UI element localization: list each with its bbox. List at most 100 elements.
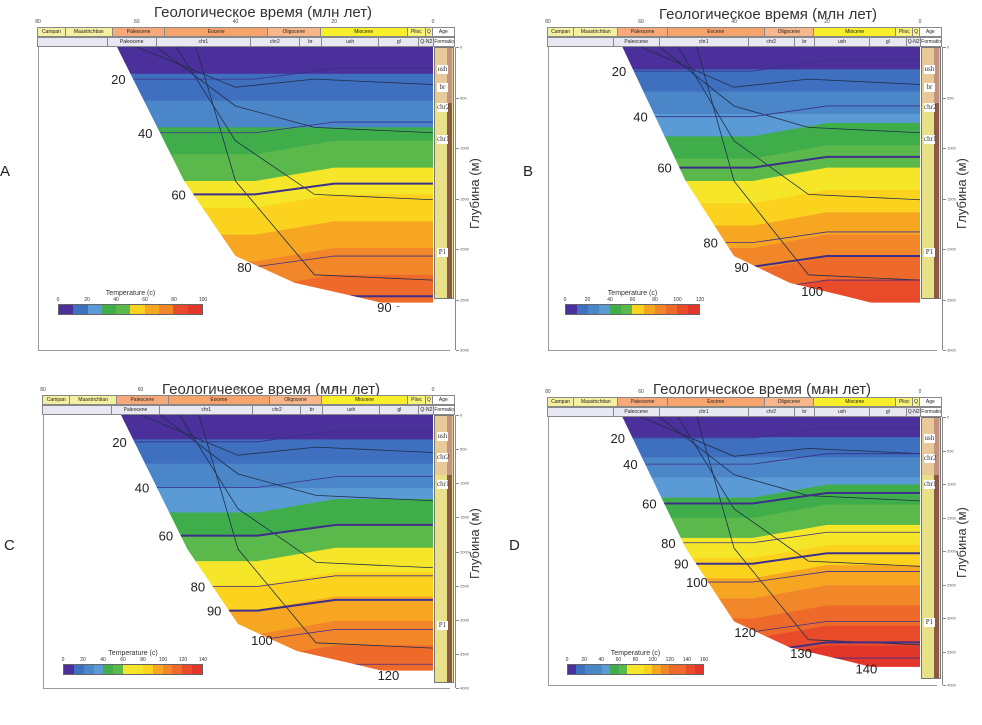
legend-swatch xyxy=(103,665,114,674)
age-header: Age xyxy=(918,27,943,37)
isotherm-label: 40 xyxy=(138,126,152,141)
depth-tick-label: 2000 xyxy=(460,246,469,252)
age-cell: Miocene xyxy=(813,397,897,407)
isotherm-line xyxy=(645,453,920,465)
legend-tick-label: 100 xyxy=(648,657,657,663)
depth-tick xyxy=(943,47,946,48)
legend-tick-label: 140 xyxy=(682,657,692,663)
panel-letter: A xyxy=(0,163,11,180)
isotherm-label: 60 xyxy=(657,161,671,176)
isotherm-label: 80 xyxy=(703,236,717,251)
time-tick-label: 40 xyxy=(731,19,737,25)
isotherm-line xyxy=(708,571,920,583)
depth-tick-label: 2500 xyxy=(947,297,956,302)
legend-swatch xyxy=(64,665,74,674)
age-cell: Miocene xyxy=(321,395,409,405)
age-cell: Oligocene xyxy=(266,27,321,37)
legend-tick-label: 40 xyxy=(100,657,106,663)
formation-cell: br xyxy=(793,407,816,417)
depth-tick-label: 2000 xyxy=(947,548,956,554)
legend-swatch xyxy=(187,305,202,314)
depth-tick-label: 3500 xyxy=(947,649,956,654)
legend-swatch xyxy=(173,305,188,314)
legend-tick-label: 60 xyxy=(615,657,622,663)
legend-swatch xyxy=(73,305,88,314)
formation-blank xyxy=(42,405,112,415)
depth-tick-label: 1500 xyxy=(460,196,469,201)
isotherm-line xyxy=(212,575,433,587)
formation-cell: chr2 xyxy=(747,407,795,417)
legend-swatch xyxy=(566,305,578,314)
formation-label: chr2 xyxy=(437,102,450,112)
time-tick-label: 80 xyxy=(545,19,551,25)
legend-swatch xyxy=(584,665,594,674)
formation-label: chr2 xyxy=(924,102,937,112)
isotherm-label: 90 xyxy=(674,557,688,572)
legend-tick-label: 60 xyxy=(120,657,126,663)
temperature-band xyxy=(622,91,920,115)
formation-label: P1 xyxy=(924,247,935,257)
depth-tick xyxy=(943,417,946,418)
depth-tick xyxy=(456,415,459,416)
legend-swatch xyxy=(676,305,688,314)
isotherm-label: 100 xyxy=(251,633,273,648)
legend-swatch xyxy=(627,665,636,674)
legend-tick-label: 120 xyxy=(665,657,674,663)
time-tick-label: 60 xyxy=(137,387,144,393)
formation-cell: Paleocene xyxy=(612,37,660,47)
isotherm-label: 60 xyxy=(159,529,173,544)
legend-color-bar xyxy=(565,304,700,315)
stratigraphic-boundary xyxy=(198,415,433,649)
isotherm-line xyxy=(228,598,433,612)
panel-a: A Геологическое время (млн лет) xyxy=(0,0,491,350)
legend-swatch xyxy=(568,665,577,674)
depth-tick xyxy=(943,517,946,519)
depth-tick xyxy=(456,148,459,149)
legend-swatch xyxy=(130,305,145,314)
shale-strip xyxy=(934,418,939,678)
panel-c: C Геологическое время (млн лет) xyxy=(0,365,491,725)
age-cell: Miocene xyxy=(319,27,408,37)
formation-cell: br xyxy=(298,37,322,47)
isotherm-label: 120 xyxy=(734,625,756,640)
legend-color-bar xyxy=(63,664,203,675)
formation-label: chr2 xyxy=(924,454,937,464)
age-cell: Plioc xyxy=(895,397,914,407)
depth-tick-label: 3000 xyxy=(947,347,956,353)
age-cell: Maastrichtian xyxy=(69,395,117,405)
legend-swatch xyxy=(654,305,666,314)
legend-swatch xyxy=(665,305,677,314)
legend-tick-label: 140 xyxy=(198,657,208,663)
formation-row: Paleocene chr1 chr2 br ush gl Q-N2 Formation xyxy=(37,37,455,47)
depth-tick xyxy=(943,148,946,149)
isotherm-line xyxy=(133,68,433,80)
isotherm-label: 60 xyxy=(171,187,185,202)
time-tick-label: 40 xyxy=(731,389,737,395)
isotherm-label: 100 xyxy=(686,575,708,590)
formation-cell: gl xyxy=(868,37,908,47)
isotherm-label: 90 xyxy=(207,604,221,619)
age-row: Campan Maastrichtian Paleocene Eocene Oligoc… xyxy=(37,27,456,37)
isotherm-label: 40 xyxy=(135,480,149,495)
temperature-band xyxy=(622,457,920,479)
legend-swatch xyxy=(599,305,611,314)
stratigraphic-boundary xyxy=(640,417,920,457)
legend-swatch xyxy=(93,665,104,674)
stratigraphic-boundary xyxy=(677,47,920,201)
isotherm-label: 120 xyxy=(378,668,400,683)
depth-axis-title: Глубина (м) xyxy=(954,157,969,229)
stratigraphic-boundary xyxy=(677,417,920,567)
temperature-band xyxy=(117,73,433,102)
upper-section xyxy=(435,416,453,475)
stratigraphic-boundary xyxy=(696,47,920,281)
formation-label: br xyxy=(924,82,935,92)
legend-tick-label: 0 xyxy=(563,297,567,303)
legend-swatch xyxy=(621,305,633,314)
legend-tick-label: 80 xyxy=(140,657,146,663)
depth-tick-label: 1000 xyxy=(947,145,956,151)
depth-tick xyxy=(943,551,946,552)
time-axis-title: Геологическое время (млн лет) xyxy=(154,4,373,21)
formation-cell: chr1 xyxy=(658,407,749,417)
legend-tick-label: 0 xyxy=(565,657,569,663)
legend-swatch xyxy=(142,665,153,674)
